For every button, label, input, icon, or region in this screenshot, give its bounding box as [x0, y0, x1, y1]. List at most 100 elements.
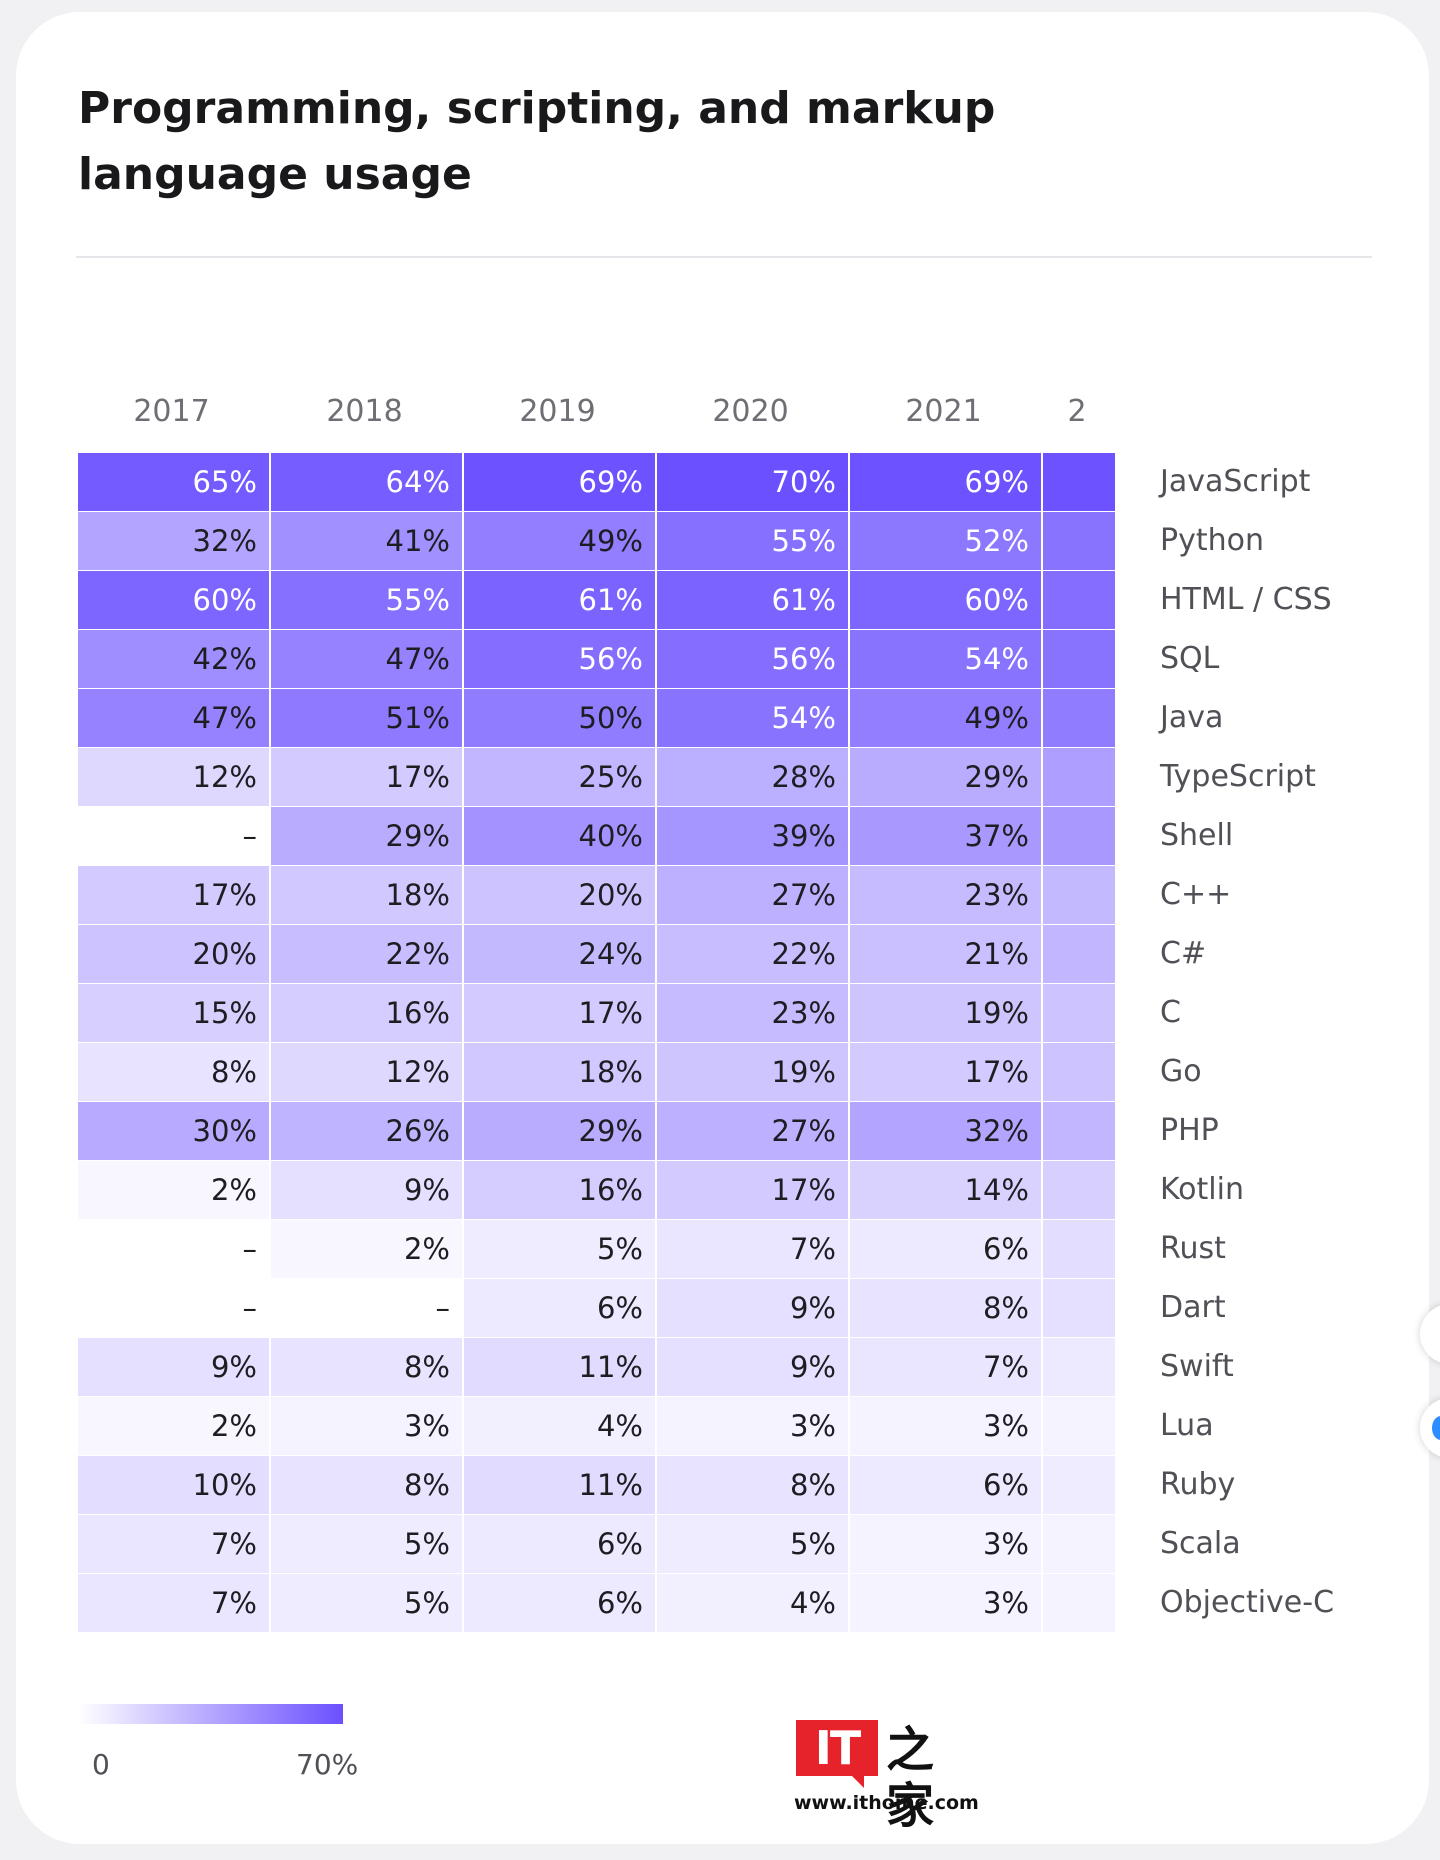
row-label: JavaScript [1160, 464, 1311, 499]
heatmap-row: 60% 55% 61% 61% 60% HTML / CSS [78, 571, 1440, 629]
heatmap-cell: 29% [850, 748, 1041, 806]
share-icon [1432, 1416, 1440, 1440]
heatmap-row: –29% 40% 39% 37% Shell [78, 807, 1440, 865]
row-label: C# [1160, 936, 1207, 971]
heatmap-cell: 41% [271, 512, 462, 570]
row-label: C++ [1160, 877, 1232, 912]
row-label: Lua [1160, 1408, 1214, 1443]
heatmap-cell: 29% [271, 807, 462, 865]
column-header: 2019 [519, 394, 596, 429]
heatmap-cell: 8% [271, 1338, 462, 1396]
heatmap-cell [1043, 984, 1115, 1042]
heatmap-cell: 8% [271, 1456, 462, 1514]
heatmap-cell: 56% [464, 630, 655, 688]
heatmap-cell: 32% [850, 1102, 1041, 1160]
heatmap-cell: 69% [850, 453, 1041, 511]
heatmap-cell: 9% [271, 1161, 462, 1219]
legend-min-label: 0 [92, 1748, 110, 1781]
heatmap-cell: 69% [464, 453, 655, 511]
row-label: Dart [1160, 1290, 1226, 1325]
floating-share-button[interactable] [1420, 1398, 1440, 1458]
heatmap-cell: 32% [78, 512, 269, 570]
heatmap-cell: 18% [464, 1043, 655, 1101]
heatmap-cell: 12% [271, 1043, 462, 1101]
heatmap-cell: 18% [271, 866, 462, 924]
heatmap-cell: 64% [271, 453, 462, 511]
heatmap-cell: 9% [657, 1338, 848, 1396]
heatmap-cell [1043, 1515, 1115, 1573]
heatmap-row: 32% 41% 49% 55% 52% Python [78, 512, 1440, 570]
heatmap-cell: 61% [657, 571, 848, 629]
heatmap-cell: 50% [464, 689, 655, 747]
heatmap-cell: 2% [78, 1161, 269, 1219]
heatmap-row: 8% 12% 18% 19% 17% Go [78, 1043, 1440, 1101]
heatmap-cell: 17% [271, 748, 462, 806]
ithome-logo: IT [796, 1720, 878, 1776]
heatmap-row: 17% 18% 20% 27% 23% C++ [78, 866, 1440, 924]
row-label: Shell [1160, 818, 1234, 853]
chart-title: Programming, scripting, and markup langu… [78, 83, 996, 200]
heatmap-cell [1043, 571, 1115, 629]
heatmap-cell: 37% [850, 807, 1041, 865]
heatmap-cell: 5% [464, 1220, 655, 1278]
heatmap-cell: 47% [271, 630, 462, 688]
column-header: 2021 [905, 394, 982, 429]
heatmap-row: 7% 5% 6% 5% 3% Scala [78, 1515, 1440, 1573]
color-legend: 0 70% [78, 1704, 358, 1781]
heatmap-cell: 60% [78, 571, 269, 629]
heatmap-row: 42% 47% 56% 56% 54% SQL [78, 630, 1440, 688]
column-header: 2 [1067, 394, 1087, 429]
heatmap-row: 65% 64% 69% 70% 69% JavaScript [78, 453, 1440, 511]
heatmap-cell: 3% [850, 1515, 1041, 1573]
row-label: Kotlin [1160, 1172, 1244, 1207]
heatmap-cell: 8% [78, 1043, 269, 1101]
heatmap-cell: 6% [464, 1279, 655, 1337]
heatmap-cell: 54% [657, 689, 848, 747]
heatmap-cell [1043, 512, 1115, 570]
heatmap-cell: 4% [657, 1574, 848, 1632]
heatmap-cell: 55% [657, 512, 848, 570]
row-label: C [1160, 995, 1181, 1030]
heatmap-cell: 24% [464, 925, 655, 983]
heatmap-cell [1043, 1220, 1115, 1278]
heatmap-cell: 25% [464, 748, 655, 806]
heatmap-cell: 54% [850, 630, 1041, 688]
heatmap-cell: – [78, 807, 269, 865]
heatmap-row: 2% 9% 16% 17% 14% Kotlin [78, 1161, 1440, 1219]
heatmap-cell [1043, 1161, 1115, 1219]
ithome-logo-mark: 之家 [886, 1722, 935, 1834]
heatmap-cell: – [78, 1220, 269, 1278]
heatmap-cell [1043, 1043, 1115, 1101]
row-label: Scala [1160, 1526, 1241, 1561]
heatmap-cell: 11% [464, 1338, 655, 1396]
row-label: Python [1160, 523, 1264, 558]
heatmap-row: 2% 3% 4% 3% 3% Lua [78, 1397, 1440, 1455]
heatmap-row: 20% 22% 24% 22% 21% C# [78, 925, 1440, 983]
row-label: TypeScript [1160, 759, 1316, 794]
heatmap-cell: 6% [464, 1574, 655, 1632]
heatmap-cell: 23% [657, 984, 848, 1042]
heatmap-cell: 61% [464, 571, 655, 629]
heatmap-cell: 17% [657, 1161, 848, 1219]
heatmap-cell: 29% [464, 1102, 655, 1160]
heatmap-cell: 20% [78, 925, 269, 983]
legend-max-label: 70% [296, 1748, 359, 1781]
heatmap-row: – –6% 9% 8% Dart [78, 1279, 1440, 1337]
year-header: 2017 2018 2019 2020 2021 2 [76, 382, 1121, 442]
heatmap-cell: 8% [657, 1456, 848, 1514]
heatmap-cell: 19% [657, 1043, 848, 1101]
heatmap-cell: – [271, 1279, 462, 1337]
heatmap-cell: 27% [657, 866, 848, 924]
row-label: Ruby [1160, 1467, 1236, 1502]
heatmap-row: –2% 5% 7% 6% Rust [78, 1220, 1440, 1278]
heatmap-cell: 14% [850, 1161, 1041, 1219]
heatmap-cell [1043, 866, 1115, 924]
heatmap-cell: 22% [657, 925, 848, 983]
heatmap-cell: 5% [657, 1515, 848, 1573]
row-label: Java [1160, 700, 1224, 735]
heatmap-row: 9% 8% 11% 9% 7% Swift [78, 1338, 1440, 1396]
heatmap-cell: 17% [850, 1043, 1041, 1101]
heatmap-cell: 22% [271, 925, 462, 983]
heatmap-cell: 49% [850, 689, 1041, 747]
floating-button[interactable] [1420, 1304, 1440, 1364]
